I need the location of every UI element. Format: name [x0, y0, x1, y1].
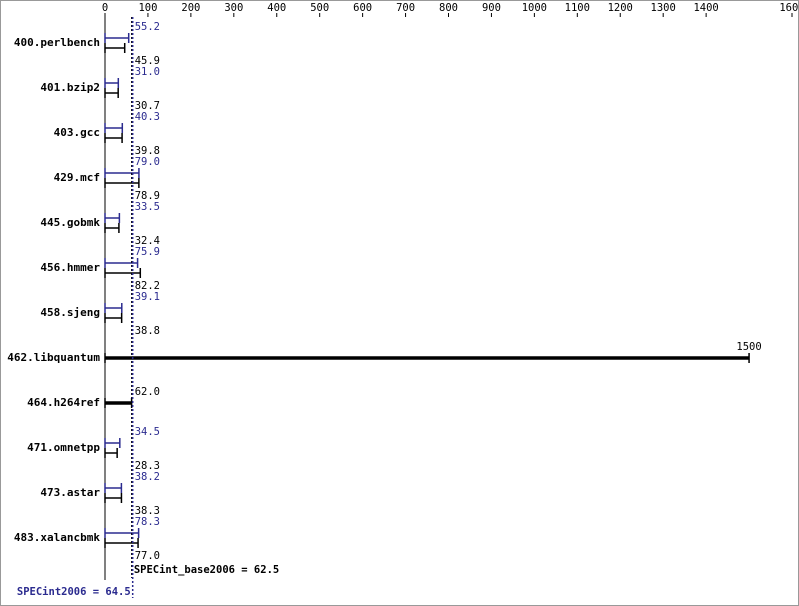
summary-label: SPECint2006 = 64.5 [17, 586, 131, 598]
x-tick-label: 700 [396, 2, 415, 14]
category-label: 429.mcf [54, 171, 100, 184]
category-label: 462.libquantum [7, 351, 100, 364]
value-label: 40.3 [135, 111, 160, 123]
value-label: 75.9 [135, 246, 160, 258]
value-label: 45.9 [135, 55, 160, 67]
value-label: 78.9 [135, 190, 160, 202]
value-label: 30.7 [135, 100, 160, 112]
category-label: 483.xalancbmk [14, 531, 100, 544]
x-tick-label: 900 [482, 2, 501, 14]
x-tick-label: 600 [353, 2, 372, 14]
value-label: 38.3 [135, 505, 160, 517]
x-tick-label: 1400 [693, 2, 718, 14]
category-label: 400.perlbench [14, 36, 100, 49]
value-label: 31.0 [135, 66, 160, 78]
x-tick-label: 1300 [651, 2, 676, 14]
x-tick-label: 0 [102, 2, 108, 14]
category-label: 456.hmmer [40, 261, 100, 274]
value-label: 78.3 [135, 516, 160, 528]
summary-label: SPECint_base2006 = 62.5 [134, 564, 279, 576]
category-label: 473.astar [40, 486, 100, 499]
value-label: 39.1 [135, 291, 160, 303]
value-label: 34.5 [135, 426, 160, 438]
value-label: 62.0 [135, 386, 160, 398]
x-tick-label: 500 [310, 2, 329, 14]
value-label: 82.2 [135, 280, 160, 292]
x-tick-label: 1200 [608, 2, 633, 14]
x-tick-label: 1600 [779, 2, 799, 14]
x-tick-label: 1000 [522, 2, 547, 14]
x-tick-label: 100 [138, 2, 157, 14]
category-label: 403.gcc [54, 126, 100, 139]
category-label: 445.gobmk [40, 216, 100, 229]
value-label: 28.3 [135, 460, 160, 472]
x-tick-label: 1100 [565, 2, 590, 14]
value-label: 79.0 [135, 156, 160, 168]
x-tick-label: 400 [267, 2, 286, 14]
category-label: 471.omnetpp [27, 441, 100, 454]
value-label: 55.2 [135, 21, 160, 33]
value-label: 1500 [736, 341, 761, 353]
x-tick-label: 800 [439, 2, 458, 14]
value-label: 77.0 [135, 550, 160, 562]
x-tick-label: 200 [181, 2, 200, 14]
category-label: 401.bzip2 [40, 81, 100, 94]
category-label: 464.h264ref [27, 396, 100, 409]
value-label: 39.8 [135, 145, 160, 157]
x-tick-label: 300 [224, 2, 243, 14]
value-label: 33.5 [135, 201, 160, 213]
value-label: 32.4 [135, 235, 160, 247]
value-label: 38.8 [135, 325, 160, 337]
category-label: 458.sjeng [40, 306, 100, 319]
value-label: 38.2 [135, 471, 160, 483]
